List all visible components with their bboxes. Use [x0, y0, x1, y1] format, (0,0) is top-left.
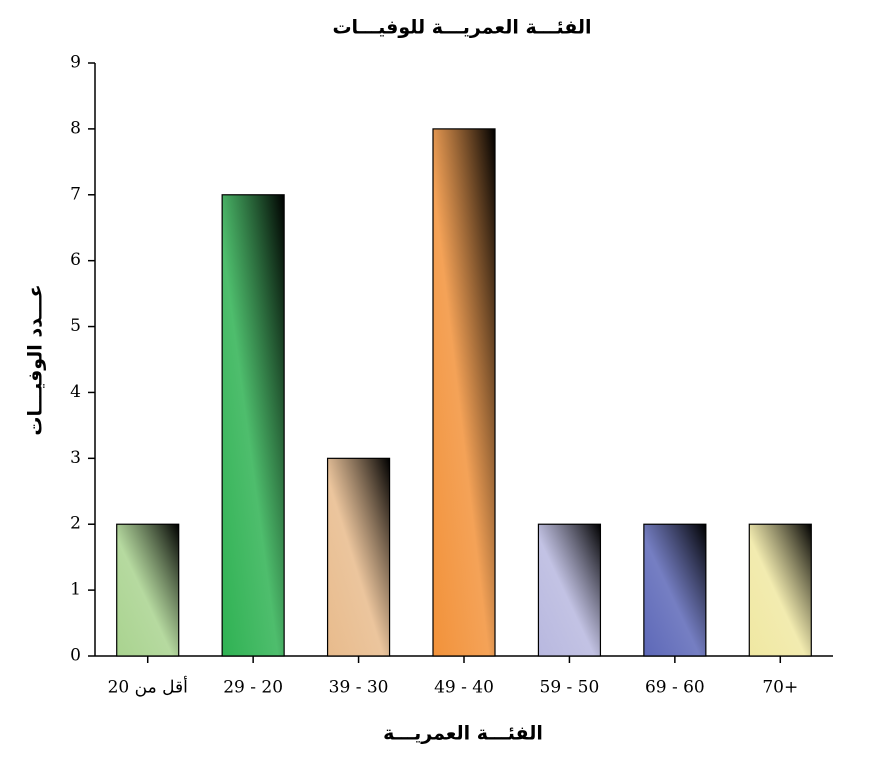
y-tick-label: 6	[70, 250, 81, 270]
y-tick-label: 3	[70, 448, 81, 468]
bar	[221, 194, 285, 657]
y-tick-label: 2	[70, 514, 81, 534]
bar	[432, 128, 496, 657]
x-tick-label: 49 - 40	[434, 678, 494, 698]
bar	[537, 523, 602, 657]
y-tick-label: 5	[70, 316, 81, 336]
chart-title: الفئـــة العمريـــة للوفيـــات	[332, 17, 591, 39]
bar	[643, 523, 707, 657]
y-tick-label: 0	[70, 646, 81, 666]
y-tick-label: 4	[70, 382, 81, 402]
y-axis-label: عـــدد الوفيـــات	[25, 284, 47, 435]
x-tick-label: 59 - 50	[540, 678, 600, 698]
x-axis-label: الفئـــة العمريـــة	[383, 723, 543, 745]
x-tick-label: 69 - 60	[645, 678, 705, 698]
bar	[326, 457, 391, 657]
x-tick-label: 39 - 30	[329, 678, 389, 698]
bar	[116, 523, 180, 657]
y-tick-label: 7	[70, 184, 81, 204]
y-tick-label: 1	[70, 580, 81, 600]
y-tick-label: 9	[70, 53, 81, 73]
y-tick-label: 8	[70, 118, 81, 138]
x-tick-label: 29 - 20	[223, 678, 283, 698]
x-tick-label: 70+	[762, 678, 798, 698]
bar	[748, 523, 812, 657]
x-tick-label: أقل من 20	[108, 676, 188, 698]
